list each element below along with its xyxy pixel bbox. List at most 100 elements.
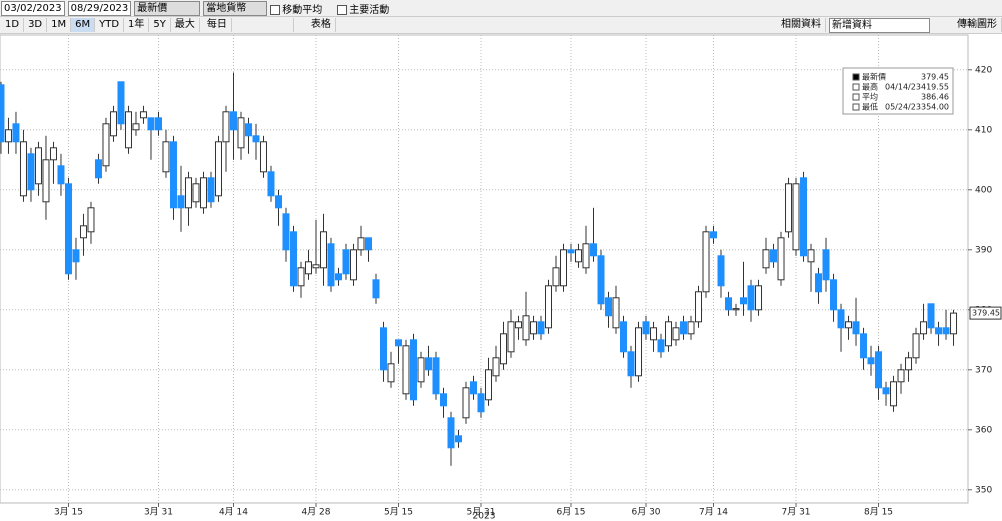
plot-area <box>0 34 969 504</box>
candle-body <box>620 321 628 353</box>
candle-body <box>740 297 748 305</box>
moving-average[interactable]: 移動平均 <box>270 1 322 16</box>
candle-body <box>169 141 177 209</box>
candle-body <box>837 309 845 329</box>
candle-body <box>905 357 913 371</box>
candle-body <box>522 315 530 341</box>
period-button[interactable]: 6M <box>71 18 96 32</box>
candle-body <box>710 231 718 239</box>
x-tick-label: 4月 14 <box>219 507 248 518</box>
candle-body <box>147 117 155 131</box>
candle-body <box>57 165 65 185</box>
candle-body <box>597 255 605 305</box>
candle-body <box>222 111 230 143</box>
candle-body <box>402 345 410 395</box>
related[interactable]: 相關資料 <box>777 18 826 32</box>
candle-body <box>364 237 372 251</box>
currency[interactable]: 當地貨幣 <box>203 0 268 16</box>
candle-body <box>687 321 695 335</box>
x-tick-label: 7月 14 <box>699 507 728 518</box>
candle-body <box>469 381 477 395</box>
candle-body <box>695 291 703 323</box>
events-label: 主要活動 <box>349 4 390 16</box>
period-button[interactable]: 最大 <box>171 18 200 32</box>
candle-body <box>117 81 125 125</box>
period-button[interactable]: 3D <box>24 18 48 32</box>
candle-body <box>792 183 800 251</box>
period-button[interactable]: 5Y <box>149 18 171 32</box>
period-button[interactable]: YTD <box>95 18 125 32</box>
start-date[interactable]: 03/02/2023 <box>1 0 65 16</box>
candle-body <box>42 159 50 203</box>
candle-body <box>507 321 515 353</box>
candle-body <box>897 369 905 383</box>
candle-body <box>590 243 598 257</box>
legend-name: 最高 <box>862 82 878 92</box>
candle-body <box>672 327 680 341</box>
candle-body <box>485 369 493 401</box>
x-tick-label: 6月 15 <box>556 507 585 518</box>
candle-body <box>770 249 778 263</box>
candle-body <box>192 183 200 203</box>
candle-body <box>755 285 763 311</box>
x-tick-label: 4月 28 <box>301 507 330 518</box>
candle-body <box>49 147 57 161</box>
period-button[interactable]: 1年 <box>124 18 150 32</box>
legend-icon <box>852 103 860 111</box>
candle-body <box>297 267 305 287</box>
candle-body <box>552 267 560 287</box>
x-tick-label: 3月 15 <box>54 507 83 518</box>
candle-body <box>199 177 207 209</box>
candle-body <box>424 357 432 371</box>
candle-body <box>4 129 12 143</box>
candle-body <box>387 363 395 383</box>
legend-value: 379.45 <box>921 73 949 82</box>
x-tick-label: 5月 31 <box>466 507 495 518</box>
period-button[interactable]: 1D <box>1 18 25 32</box>
table[interactable]: 表格 <box>307 18 336 32</box>
candle-body <box>567 249 575 254</box>
legend-icon <box>852 93 860 101</box>
y-tick-label: 350 <box>975 485 992 495</box>
legend-name: 最低 <box>862 102 878 112</box>
candle-body <box>575 249 583 263</box>
candle-body <box>935 327 943 335</box>
candle-body <box>274 195 282 209</box>
legend-value: 354.00 <box>921 103 949 112</box>
transfer[interactable]: 傳輸圖形 <box>953 18 1002 32</box>
price-field[interactable]: 最新價 <box>134 0 201 16</box>
x-year-label: 2023 <box>473 512 496 521</box>
events[interactable]: 主要活動 <box>337 1 389 16</box>
candle-body <box>34 147 42 185</box>
candle-body <box>94 159 102 179</box>
period-button[interactable]: 1M <box>47 18 72 32</box>
candle-body <box>312 264 320 269</box>
candle-body <box>950 312 958 335</box>
candle-body <box>162 141 170 173</box>
candle-body <box>454 435 462 443</box>
legend-value: 419.55 <box>921 83 949 92</box>
end-date[interactable]: 08/29/2023 <box>67 0 132 16</box>
candle-body <box>177 195 185 209</box>
candle-body <box>650 327 658 341</box>
candle-body <box>154 117 162 131</box>
candle-body <box>447 417 455 449</box>
candle-body <box>642 321 650 335</box>
candle-body <box>109 111 117 137</box>
x-tick-label: 6月 30 <box>631 507 660 518</box>
candle-body <box>815 273 823 293</box>
legend-value: 386.46 <box>921 93 949 102</box>
candle-body <box>357 237 365 251</box>
candle-body <box>432 357 440 395</box>
candle-body <box>665 321 673 347</box>
candle-body <box>725 297 733 311</box>
candle-body <box>657 339 665 353</box>
candle-body <box>139 111 147 119</box>
frequency[interactable]: 每日 <box>203 18 232 32</box>
candle-body <box>64 183 72 275</box>
candle-body <box>882 387 890 395</box>
blank-btn[interactable] <box>235 18 294 32</box>
candle-body <box>822 249 830 281</box>
add-data[interactable]: 新增資料 <box>829 17 930 33</box>
